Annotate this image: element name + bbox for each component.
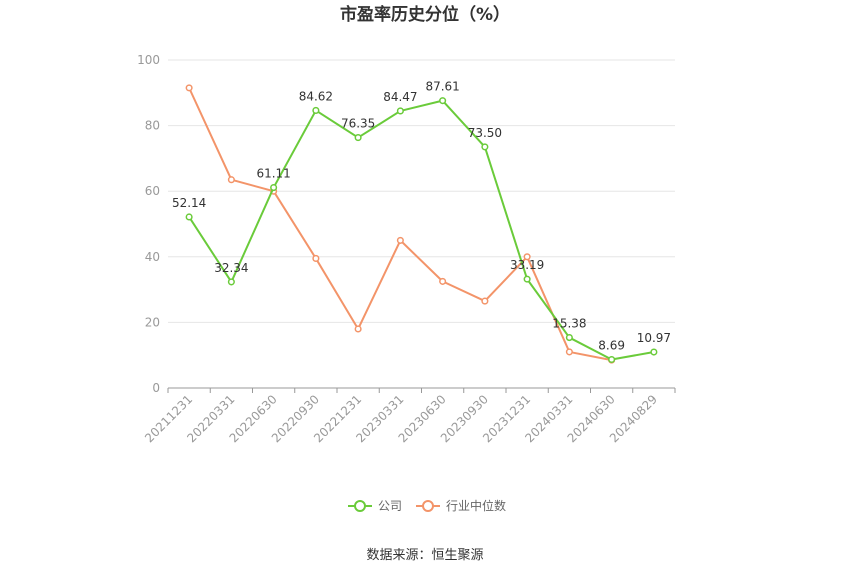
legend-label: 公司: [378, 499, 402, 513]
company-data-point: [396, 107, 404, 115]
industry-median-data-point: [354, 325, 362, 333]
industry-median-series-line: [188, 87, 612, 362]
company-data-point: [608, 355, 616, 364]
company-data-label: 52.14: [172, 196, 206, 210]
industry-median-data-point: [439, 277, 447, 285]
legend-item-industry-median[interactable]: 行业中位数: [416, 498, 506, 513]
industry-median-data-point: [523, 253, 531, 261]
company-data-point: [227, 278, 235, 286]
data-labels: 52.14 32.34 61.11 84.62 76.35 84.47 87.61 73.50…: [172, 80, 671, 353]
company-data-point: [565, 334, 573, 342]
company-data-label: 87.61: [425, 80, 459, 94]
y-tick-label: 100: [137, 53, 160, 67]
legend-label: 行业中位数: [446, 498, 506, 513]
company-data-label: 76.35: [341, 117, 375, 131]
company-data-label: 61.11: [256, 167, 290, 181]
y-tick-label: 60: [145, 184, 160, 198]
company-data-label: 33.19: [510, 258, 544, 272]
company-data-point: [270, 184, 278, 192]
company-data-label: 15.38: [552, 317, 586, 331]
industry-median-data-point: [396, 236, 404, 244]
company-data-point: [523, 275, 531, 283]
company-data-point: [312, 106, 320, 114]
company-data-point: [354, 134, 362, 142]
company-data-point: [650, 348, 658, 356]
legend[interactable]: 公司 行业中位数: [348, 498, 506, 513]
company-data-point: [481, 143, 489, 151]
y-tick-label: 0: [152, 381, 160, 395]
company-data-label: 10.97: [637, 331, 671, 345]
y-tick-label: 20: [145, 315, 160, 329]
company-data-point: [185, 213, 193, 221]
chart-title: 市盈率历史分位（%）: [340, 4, 510, 25]
industry-median-data-point: [312, 254, 320, 262]
company-data-label: 73.50: [468, 126, 502, 140]
industry-median-data-point: [565, 348, 573, 356]
company-data-label: 84.47: [383, 90, 417, 104]
source-note: 数据来源：恒生聚源: [366, 548, 483, 563]
series-lines: [185, 84, 658, 364]
industry-median-data-point: [185, 84, 193, 92]
company-series-line: [188, 99, 655, 361]
legend-marker-icon: [422, 500, 434, 512]
legend-item-company[interactable]: 公司: [348, 499, 402, 513]
company-data-label: 84.62: [299, 89, 333, 103]
company-data-label: 8.69: [598, 338, 625, 352]
industry-median-data-point: [481, 297, 489, 305]
company-data-label: 32.34: [214, 261, 248, 275]
company-data-point: [439, 97, 447, 105]
y-tick-label: 40: [145, 250, 160, 264]
legend-marker-icon: [354, 500, 366, 512]
y-tick-label: 80: [145, 119, 160, 133]
industry-median-data-point: [227, 176, 235, 184]
axes: 0204060801002021123120220331202206302022…: [137, 53, 676, 445]
grid-lines: [168, 59, 675, 323]
